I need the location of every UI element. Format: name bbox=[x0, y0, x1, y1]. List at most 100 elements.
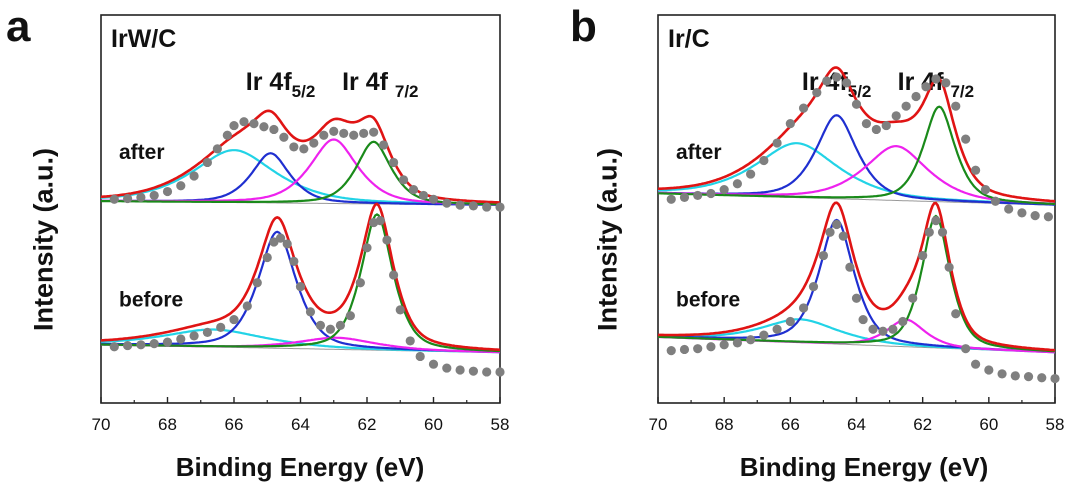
data-point bbox=[924, 227, 934, 237]
data-point bbox=[1030, 210, 1040, 221]
component-curve bbox=[658, 318, 1055, 354]
data-point bbox=[971, 165, 981, 175]
data-point bbox=[746, 335, 756, 345]
data-point bbox=[693, 190, 703, 201]
data-point bbox=[951, 309, 961, 319]
state-label: after bbox=[676, 141, 722, 164]
data-point bbox=[329, 126, 339, 136]
data-point bbox=[375, 216, 385, 226]
x-tick-label: 66 bbox=[225, 415, 244, 434]
peak-label: Ir 4f5/2 bbox=[246, 68, 316, 101]
chart-a: 70 68 66 64 62 60 58 IrW/C Ir 4f5/2 Ir 4f 7/2 afte… bbox=[92, 14, 510, 434]
data-point bbox=[918, 250, 928, 261]
data-point bbox=[901, 101, 911, 111]
peak-label-subscript: 5/2 bbox=[292, 82, 316, 101]
x-tick-label: 58 bbox=[491, 415, 510, 434]
data-point bbox=[961, 344, 971, 354]
data-point bbox=[921, 82, 931, 92]
x-tick-label: 64 bbox=[847, 415, 866, 434]
panel-letter: b bbox=[570, 2, 597, 51]
data-point bbox=[881, 120, 891, 131]
data-point bbox=[1050, 373, 1060, 384]
data-point bbox=[212, 144, 222, 154]
data-point bbox=[442, 198, 452, 208]
data-point bbox=[898, 316, 908, 327]
data-point bbox=[911, 91, 921, 102]
data-point bbox=[984, 365, 994, 375]
data-point bbox=[798, 303, 809, 313]
data-point bbox=[845, 262, 855, 272]
data-point bbox=[785, 316, 795, 327]
data-point bbox=[275, 233, 286, 243]
data-point bbox=[759, 155, 769, 166]
data-point bbox=[888, 324, 898, 334]
data-point bbox=[798, 103, 809, 113]
state-label: after bbox=[119, 141, 165, 164]
panel-a: a Intensity (a.u.) Binding Energy (eV) 7… bbox=[6, 2, 510, 482]
data-point bbox=[269, 237, 279, 247]
data-point bbox=[202, 327, 212, 337]
data-point bbox=[719, 340, 729, 350]
data-point bbox=[812, 88, 822, 98]
peak-label-subscript: 7/2 bbox=[395, 82, 419, 101]
data-point bbox=[746, 169, 756, 179]
data-point bbox=[162, 186, 173, 197]
x-tick-label: 60 bbox=[979, 415, 998, 434]
data-point bbox=[851, 99, 862, 109]
data-point bbox=[1004, 204, 1014, 214]
data-point bbox=[269, 124, 279, 135]
data-point bbox=[908, 293, 918, 303]
data-point bbox=[1017, 208, 1027, 218]
data-point bbox=[428, 194, 439, 204]
peak-label-subscript: 7/2 bbox=[950, 82, 974, 101]
data-point bbox=[858, 314, 868, 325]
data-point bbox=[693, 344, 703, 354]
data-point bbox=[732, 338, 742, 348]
x-tick-label: 70 bbox=[92, 415, 111, 434]
data-point bbox=[149, 339, 159, 349]
data-point bbox=[415, 351, 425, 362]
data-point bbox=[818, 250, 829, 261]
data-point bbox=[395, 305, 405, 315]
data-point bbox=[229, 120, 239, 131]
data-point bbox=[495, 202, 505, 212]
data-point bbox=[389, 270, 399, 280]
data-point bbox=[666, 194, 676, 204]
data-point bbox=[468, 201, 478, 211]
data-point bbox=[495, 367, 505, 377]
data-point bbox=[871, 124, 881, 135]
data-point bbox=[189, 331, 199, 341]
x-tick-label: 60 bbox=[424, 415, 443, 434]
data-point bbox=[666, 346, 676, 356]
state-label: before bbox=[119, 289, 183, 312]
data-point bbox=[349, 130, 359, 140]
data-point bbox=[990, 196, 1001, 206]
peak-label: Ir 4f 7/2 bbox=[898, 68, 974, 101]
data-point bbox=[299, 144, 309, 154]
data-point bbox=[282, 239, 292, 249]
data-point bbox=[931, 216, 941, 226]
data-point bbox=[315, 320, 326, 330]
data-point bbox=[706, 188, 716, 199]
data-point bbox=[289, 256, 299, 266]
data-point bbox=[136, 192, 146, 202]
component-curve bbox=[657, 214, 1056, 353]
data-point bbox=[1037, 373, 1047, 383]
data-point bbox=[455, 365, 465, 375]
x-tick-label: 68 bbox=[715, 415, 734, 434]
data-point bbox=[355, 278, 365, 288]
data-point bbox=[309, 138, 319, 148]
data-point bbox=[259, 122, 269, 132]
data-point bbox=[389, 157, 399, 168]
data-point bbox=[944, 262, 954, 272]
data-point bbox=[359, 128, 369, 138]
panel-letter: a bbox=[6, 2, 31, 51]
data-point bbox=[136, 340, 146, 350]
data-point bbox=[319, 130, 329, 140]
data-point bbox=[222, 130, 232, 140]
data-point bbox=[229, 314, 239, 325]
x-tick-label: 58 bbox=[1046, 415, 1065, 434]
data-point bbox=[176, 181, 186, 191]
x-tick-label: 68 bbox=[158, 415, 177, 434]
data-point bbox=[482, 202, 492, 212]
